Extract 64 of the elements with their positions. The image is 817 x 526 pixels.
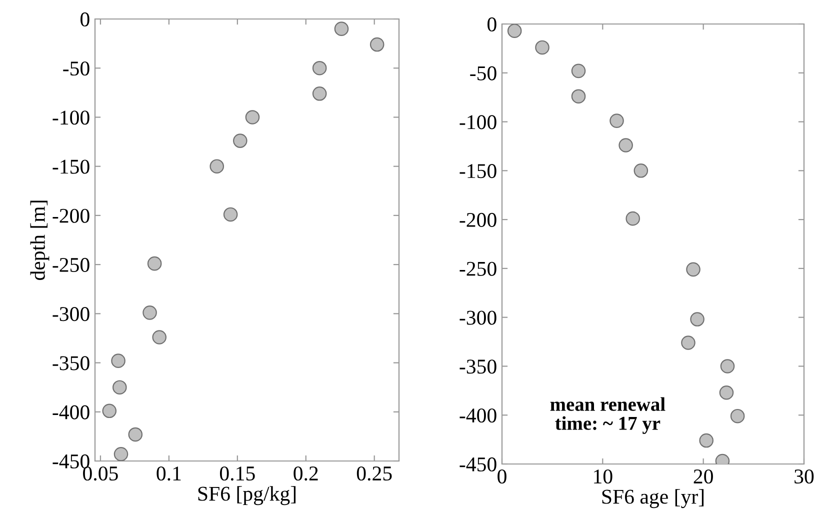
y-tick-label: -350 [460,360,496,374]
x-axis-title: SF6 age [yr] [602,489,704,508]
x-tick-label: 20 [694,469,713,484]
point [312,86,327,101]
point [681,336,696,350]
y-tick-label: 0 [488,17,496,32]
point [571,89,586,104]
x-axis-title: SF6 [pg/kg] [198,486,296,506]
point [312,60,327,76]
y-axis-title: depth [m] [30,200,50,280]
point [719,385,734,400]
y-tick-label: -100 [460,115,496,130]
point [152,330,167,344]
point [114,446,128,461]
x-tick-label: 0.2 [294,466,318,481]
y-tick-label: -50 [470,66,496,80]
point [233,134,248,148]
x-tick-label: 0.25 [356,466,392,481]
x-tick-label: 10 [594,469,612,484]
y-tick-label: -200 [460,212,496,227]
y-tick-label: -300 [460,310,496,325]
point [142,306,157,320]
y-tick-label: -450 [52,454,90,468]
point [245,110,260,124]
point [102,404,117,418]
x-tick-label: 0.15 [220,466,255,481]
x-tick-label: 0.05 [83,466,118,481]
x-tick-label: 0.1 [156,466,181,481]
point [223,207,238,222]
x-tick-label: 0 [498,469,506,484]
y-tick-label: -150 [52,160,90,174]
y-tick-label: -200 [52,208,90,223]
point [730,408,745,424]
y-tick-label: -400 [460,408,496,423]
y-tick-label: -350 [52,356,90,370]
point [626,211,640,226]
y-tick-label: -250 [52,258,90,272]
point [610,114,624,128]
point [111,354,126,368]
y-tick-label: -50 [63,61,90,76]
point [112,380,127,394]
x-tick-label: 30 [794,469,814,484]
y-tick-label: -250 [460,262,496,276]
point [210,159,224,174]
point [535,40,550,55]
annotation: mean renewal time: ~ 17 yr [550,397,666,434]
point [634,164,648,178]
point [699,433,714,448]
point [147,256,162,271]
point [370,37,384,52]
y-tick-label: -150 [460,164,496,178]
point [334,22,349,36]
point [618,138,633,152]
y-tick-label: 0 [80,12,90,26]
point [128,427,143,442]
y-tick-label: -300 [52,307,90,322]
point [507,24,522,38]
y-tick-label: -400 [52,405,90,420]
point [686,262,700,277]
point [690,312,704,326]
point [720,359,735,374]
point [571,64,586,78]
y-tick-label: -450 [460,457,496,472]
y-tick-label: -100 [52,110,90,125]
